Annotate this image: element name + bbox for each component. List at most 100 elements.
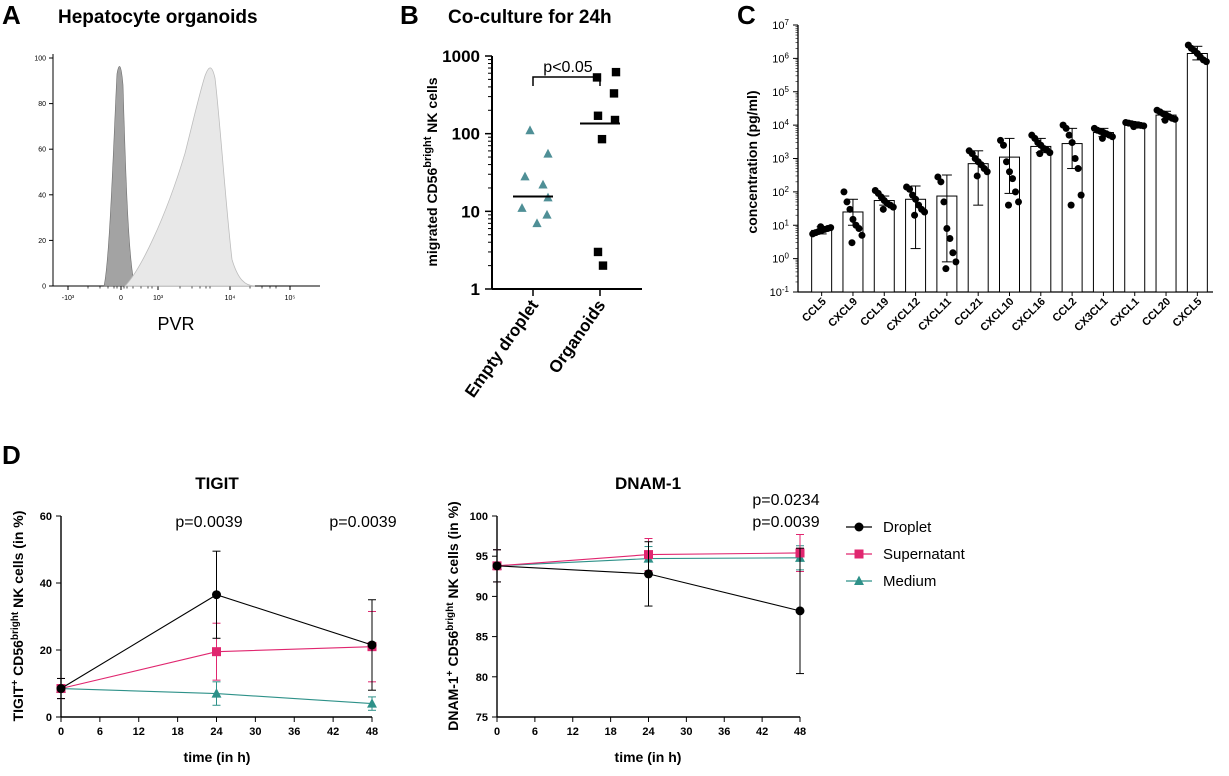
p-value-label: p=0.0234 bbox=[752, 492, 819, 509]
data-point bbox=[1046, 149, 1054, 157]
x-tick-label: CCL5 bbox=[800, 296, 829, 325]
data-point bbox=[212, 590, 221, 600]
data-point bbox=[1130, 123, 1138, 131]
panel-d1-ylabel: TIGIT+ CD56bright NK cells (in %) bbox=[10, 511, 27, 722]
x-tick-label: 10³ bbox=[153, 295, 164, 302]
data-point bbox=[879, 205, 887, 213]
data-point bbox=[843, 198, 851, 206]
data-point bbox=[940, 198, 948, 206]
bar bbox=[1092, 132, 1114, 293]
y-tick-label: 60 bbox=[38, 147, 46, 154]
panel-d2-xlabel: time (in h) bbox=[615, 749, 682, 765]
data-point bbox=[849, 215, 857, 223]
data-point bbox=[840, 188, 848, 196]
data-point bbox=[1068, 139, 1076, 147]
data-point bbox=[593, 111, 603, 120]
panel-b-ylabel: migrated CD56bright NK cells bbox=[422, 77, 440, 266]
data-point bbox=[911, 211, 919, 219]
y-tick-label: 1000 bbox=[442, 47, 480, 66]
y-tick-label: 102 bbox=[772, 184, 789, 199]
panel-a-xlabel: PVR bbox=[157, 314, 194, 334]
p-value-label: p=0.0039 bbox=[752, 514, 819, 531]
data-point bbox=[593, 247, 603, 257]
data-point bbox=[1074, 165, 1082, 173]
y-tick-label: 40 bbox=[38, 192, 46, 199]
y-tick-label: 105 bbox=[772, 84, 789, 99]
data-point bbox=[1003, 158, 1010, 166]
x-tick-label: 48 bbox=[794, 726, 806, 738]
data-point bbox=[1171, 115, 1179, 123]
y-tick-label: 100 bbox=[452, 125, 480, 144]
bar bbox=[1030, 145, 1052, 293]
p-value-label: p=0.0039 bbox=[329, 514, 396, 531]
x-tick-label: CXCL12 bbox=[884, 296, 922, 334]
x-tick-label: 12 bbox=[133, 726, 145, 738]
x-tick-label: 18 bbox=[605, 726, 617, 738]
y-tick-label: 75 bbox=[476, 712, 488, 724]
data-point bbox=[1015, 198, 1022, 206]
data-point bbox=[212, 647, 221, 657]
data-point bbox=[858, 231, 866, 239]
data-point bbox=[855, 224, 863, 232]
panel-a-histogram: 0 20 40 60 80 100 -10³ 0 10³ 10⁴ 10⁵ bbox=[34, 54, 320, 302]
panel-d1-xlabel: time (in h) bbox=[184, 749, 251, 765]
x-tick-label: 0 bbox=[119, 295, 123, 302]
data-point bbox=[1005, 201, 1012, 209]
panel-letter-c: C bbox=[737, 0, 756, 30]
data-point bbox=[949, 249, 957, 257]
x-tick-label: CXCL16 bbox=[1010, 296, 1048, 334]
data-point bbox=[542, 209, 552, 219]
p-value-label: p<0.05 bbox=[543, 59, 592, 76]
data-point bbox=[1161, 116, 1169, 124]
y-tick-label: 10 bbox=[461, 202, 480, 221]
x-tick-label: 42 bbox=[327, 726, 339, 738]
x-tick-label: 18 bbox=[172, 726, 184, 738]
x-tick-label: 36 bbox=[288, 726, 300, 738]
y-tick-label: 106 bbox=[772, 51, 789, 66]
legend: Droplet Supernatant Medium bbox=[846, 519, 966, 590]
panel-letter-b: B bbox=[400, 0, 419, 30]
bar bbox=[1124, 123, 1146, 293]
legend-marker bbox=[854, 575, 864, 586]
data-point bbox=[912, 195, 920, 203]
x-tick-label: 10⁴ bbox=[225, 295, 236, 302]
data-point bbox=[525, 125, 535, 135]
panel-d1-title: TIGIT bbox=[195, 474, 239, 493]
x-tick-label: 30 bbox=[680, 726, 692, 738]
data-point bbox=[598, 261, 608, 270]
data-point bbox=[367, 640, 377, 650]
x-tick-label: 10⁵ bbox=[285, 295, 296, 302]
panel-a-title: Hepatocyte organoids bbox=[58, 7, 258, 28]
data-point bbox=[1062, 124, 1070, 132]
data-point bbox=[1077, 191, 1085, 199]
data-point bbox=[1140, 122, 1148, 130]
y-tick-label: 0 bbox=[46, 712, 52, 724]
x-tick-label: 0 bbox=[494, 726, 500, 738]
y-tick-label: 100 bbox=[34, 56, 46, 63]
data-point bbox=[1067, 201, 1075, 209]
x-tick-label: CXCL5 bbox=[1170, 296, 1204, 330]
data-point bbox=[795, 606, 805, 616]
data-point bbox=[943, 224, 951, 232]
data-point bbox=[973, 172, 981, 180]
data-point bbox=[538, 179, 548, 189]
data-point bbox=[609, 89, 619, 98]
data-point bbox=[611, 67, 621, 77]
x-tick-label: -10³ bbox=[62, 295, 75, 302]
data-point bbox=[942, 265, 950, 273]
panel-b-title: Co-culture for 24h bbox=[448, 7, 612, 28]
significance-bracket bbox=[532, 76, 601, 86]
legend-marker bbox=[854, 549, 864, 559]
legend-label: Supernatant bbox=[883, 546, 966, 563]
x-tick-label: 6 bbox=[97, 726, 103, 738]
data-point bbox=[1098, 134, 1106, 142]
bar bbox=[873, 200, 895, 293]
data-point bbox=[517, 203, 527, 212]
data-point bbox=[1036, 150, 1044, 158]
y-tick-label: 60 bbox=[40, 511, 52, 523]
x-tick-label: 36 bbox=[718, 726, 730, 738]
x-tick-label: 42 bbox=[756, 726, 768, 738]
x-tick-label: CX3CL1 bbox=[1072, 296, 1110, 334]
